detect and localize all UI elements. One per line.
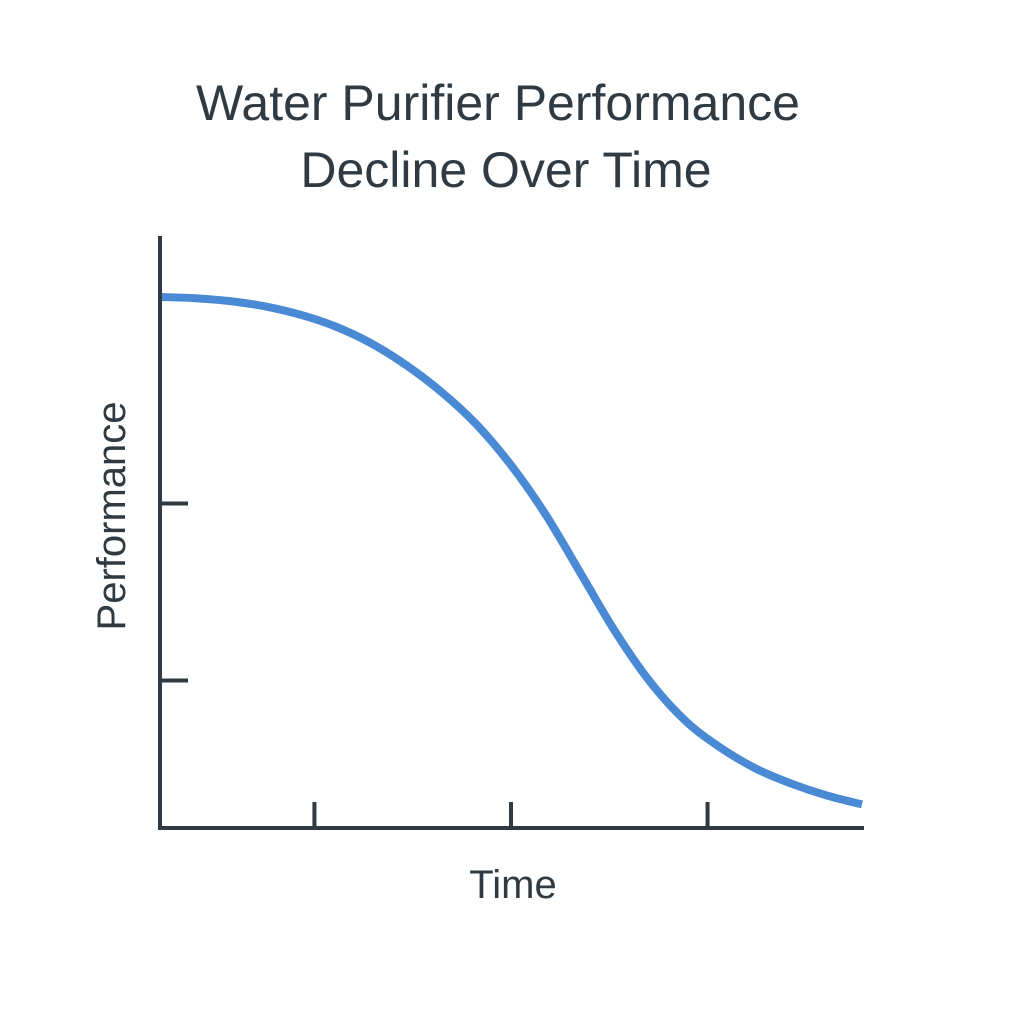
y-axis-label: Performance [90, 402, 134, 631]
chart-title-line-1: Water Purifier Performance [196, 75, 800, 131]
series-line-1 [159, 293, 863, 809]
x-axis-label: Time [469, 863, 556, 907]
y-ticks [160, 501, 188, 683]
chart-title-line-2: Decline Over Time [300, 142, 711, 198]
x-ticks [312, 802, 710, 828]
plot-area [159, 293, 863, 809]
